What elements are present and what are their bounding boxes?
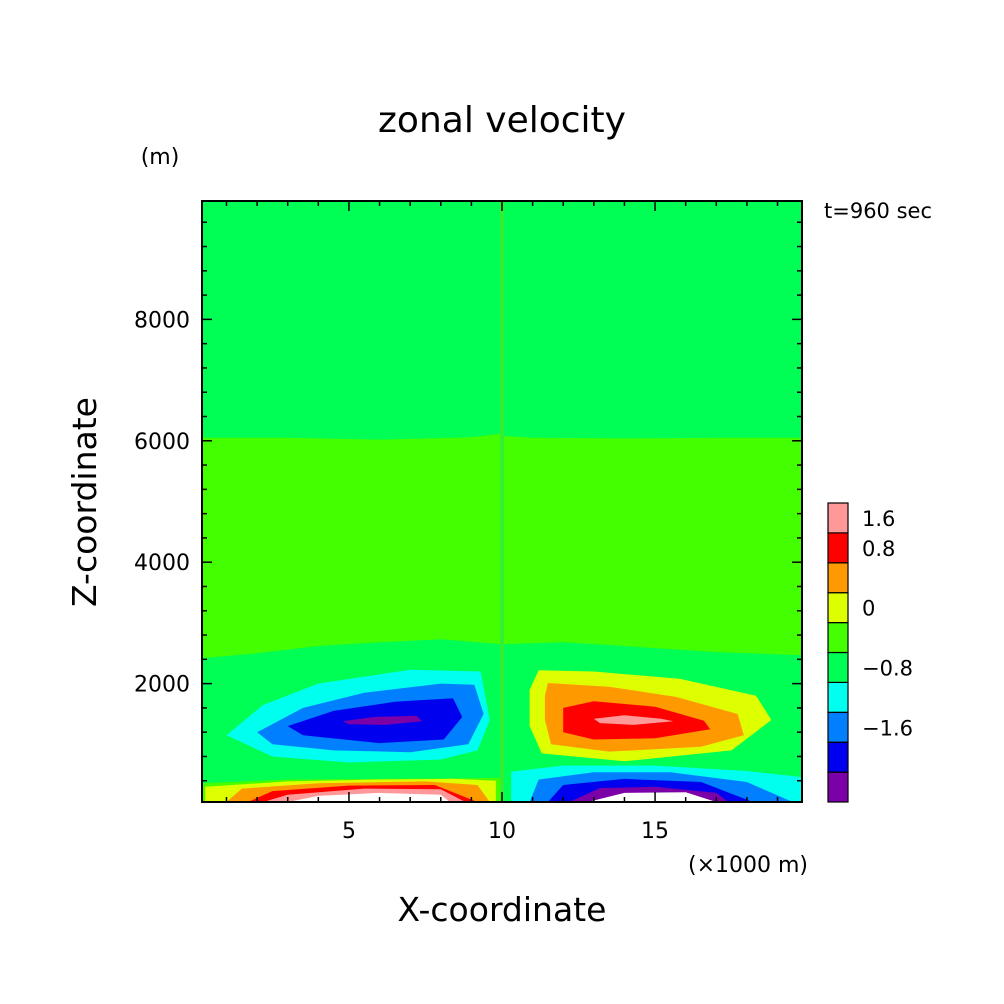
y-axis-title: Z-coordinate — [65, 397, 104, 607]
colorbar-swatch — [827, 532, 849, 564]
contour-region-ffffff-1 — [587, 792, 717, 802]
y-tick-label: 2000 — [134, 673, 190, 698]
y-tick-label: 8000 — [134, 308, 190, 333]
colorbar-swatch — [827, 502, 849, 534]
colorbar-swatch — [827, 771, 849, 803]
x-axis-title: X-coordinate — [398, 890, 607, 929]
colorbar-tick-label: −1.6 — [862, 716, 913, 740]
colorbar-swatch — [827, 621, 849, 654]
colorbar-swatch — [827, 592, 849, 624]
colorbar-tick-label: −0.8 — [862, 656, 913, 680]
contour-plot-area: 5 10 15 2000 4000 6000 8000 — [134, 200, 803, 844]
colorbar-swatch — [827, 651, 849, 683]
colorbar-tick-label: 1.6 — [862, 507, 895, 531]
time-label: t=960 sec — [824, 199, 932, 223]
contour-region-44ff00-0 — [202, 433, 502, 659]
colorbar-swatch — [827, 711, 849, 743]
colorbar: 1.6 0.8 0 −0.8 −1.6 — [827, 502, 913, 803]
x-tick-label: 15 — [641, 819, 669, 844]
x-axis-ticks: 5 10 15 — [225, 201, 779, 844]
contour-regions — [202, 433, 802, 802]
contour-region-ff9999-0 — [593, 715, 674, 725]
colorbar-swatch — [827, 681, 849, 713]
y-tick-label: 4000 — [134, 551, 190, 576]
colorbar-tick-label: 0.8 — [862, 537, 895, 561]
x-unit-label: (×1000 m) — [688, 853, 808, 878]
colorbar-swatch — [827, 562, 849, 594]
x-tick-label: 10 — [488, 819, 516, 844]
colorbar-swatch — [827, 741, 849, 773]
y-unit-label: (m) — [141, 145, 180, 170]
y-tick-label: 6000 — [134, 430, 190, 455]
contour-region-44ff00-1 — [502, 435, 802, 656]
chart-title: zonal velocity — [378, 100, 626, 141]
y-axis-ticks: 2000 4000 6000 8000 — [134, 221, 802, 782]
contour-region-7b00a8-0 — [342, 715, 423, 725]
colorbar-tick-label: 0 — [862, 597, 875, 621]
x-tick-label: 5 — [342, 819, 356, 844]
